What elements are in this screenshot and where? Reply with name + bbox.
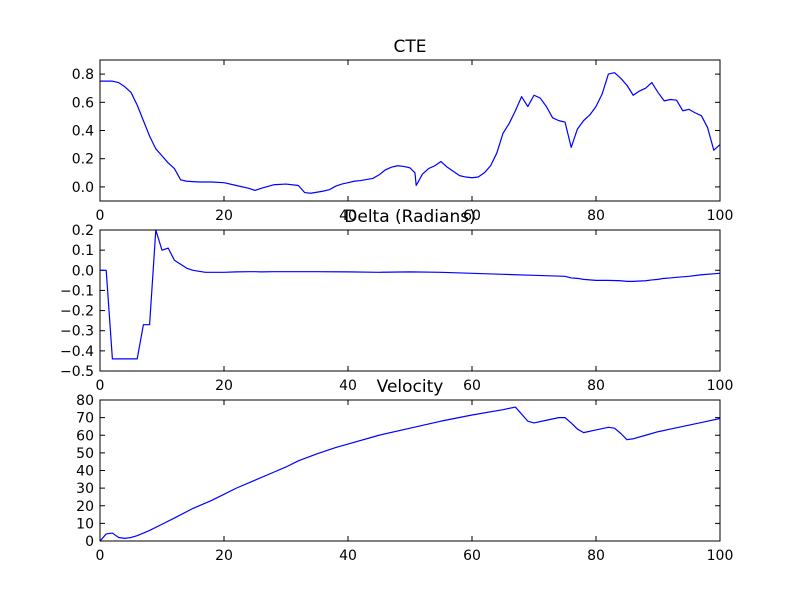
plot-frame-cte	[99, 59, 721, 202]
y-tick-label-cte-3: 0.6	[72, 95, 94, 111]
y-tick-label-velocity-3: 30	[76, 481, 94, 497]
y-tick-label-velocity-0: 0	[85, 534, 94, 550]
y-tick-label-velocity-2: 20	[76, 499, 94, 515]
x-tick-label-delta-4: 80	[587, 378, 605, 394]
subplot-cte: CTE 0 20 40 60 80 100 0.0 0.2 0.4 0.6 0.8	[72, 37, 734, 224]
chart-title-cte: CTE	[394, 37, 427, 57]
x-tick-label-delta-2: 40	[339, 378, 357, 394]
y-tick-label-delta-1: −0.4	[60, 344, 94, 360]
chart-title-velocity: Velocity	[377, 377, 444, 397]
x-tick-label-velocity-0: 0	[96, 548, 105, 564]
x-tick-label-delta-3: 60	[463, 378, 481, 394]
x-tick-label-velocity-5: 100	[707, 548, 734, 564]
y-tick-label-delta-6: 0.1	[72, 243, 94, 259]
x-tick-label-cte-1: 20	[215, 208, 233, 224]
y-tick-label-delta-3: −0.2	[60, 304, 94, 320]
y-tick-label-cte-4: 0.8	[72, 67, 94, 83]
x-tick-label-cte-2: 40	[339, 208, 357, 224]
x-tick-label-delta-5: 100	[707, 378, 734, 394]
y-tick-label-delta-4: −0.1	[60, 283, 94, 299]
y-tick-label-delta-7: 0.2	[72, 223, 94, 239]
y-tick-label-cte-0: 0.0	[72, 180, 94, 196]
chart-title-delta: Delta (Radians)	[344, 207, 475, 227]
y-tick-label-velocity-6: 60	[76, 428, 94, 444]
x-tick-label-velocity-1: 20	[215, 548, 233, 564]
series-line-cte	[100, 72, 721, 194]
y-tick-label-delta-2: −0.3	[60, 324, 94, 340]
x-tick-label-cte-0: 0	[96, 208, 105, 224]
y-tick-label-velocity-7: 70	[76, 411, 94, 427]
y-tick-label-velocity-4: 40	[76, 464, 94, 480]
x-tick-label-cte-3: 60	[463, 208, 481, 224]
ticks-cte: 0 20 40 60 80 100 0.0 0.2 0.4 0.6 0.8	[72, 60, 734, 224]
y-tick-label-velocity-8: 80	[76, 393, 94, 409]
x-tick-label-velocity-3: 60	[463, 548, 481, 564]
x-tick-label-cte-4: 80	[587, 208, 605, 224]
x-tick-label-velocity-2: 40	[339, 548, 357, 564]
y-tick-label-cte-2: 0.4	[72, 124, 94, 140]
x-tick-label-cte-5: 100	[707, 208, 734, 224]
plot-frame-velocity	[99, 399, 721, 542]
plot-frame-delta	[99, 229, 721, 372]
y-tick-label-cte-1: 0.2	[72, 152, 94, 168]
ticks-delta: 0 20 40 60 80 100 −0.5 −0.4 −0.3 −0.2 −0.1 0.0 0.1 0.…	[60, 223, 733, 394]
x-tick-label-velocity-4: 80	[587, 548, 605, 564]
subplot-delta: Delta (Radians) 0 20 40 60 80 100 −0.5 −0.4 −0.3…	[60, 207, 733, 394]
x-tick-label-delta-0: 0	[96, 378, 105, 394]
y-tick-label-delta-5: 0.0	[72, 263, 94, 279]
y-tick-label-velocity-1: 10	[76, 516, 94, 532]
y-tick-label-delta-0: −0.5	[60, 364, 94, 380]
x-tick-label-delta-1: 20	[215, 378, 233, 394]
series-line-velocity	[99, 406, 721, 542]
series-line-delta	[100, 229, 721, 360]
y-tick-label-velocity-5: 50	[76, 446, 94, 462]
